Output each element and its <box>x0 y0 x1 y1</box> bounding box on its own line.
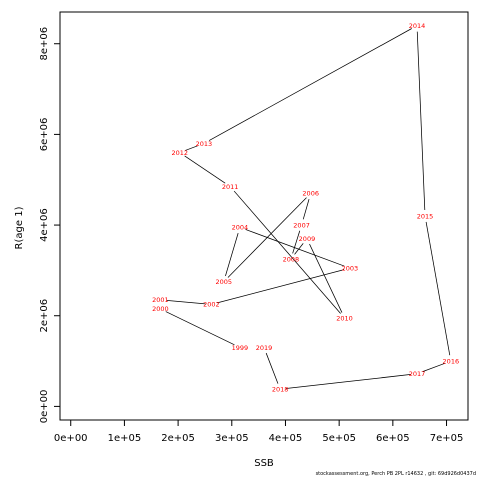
x-axis: 0e+00 1e+05 2e+05 3e+05 4e+05 5e+05 6e+05 7e+05 <box>54 419 464 444</box>
y-tick-label: 0e+00 <box>39 390 50 424</box>
path-segment <box>416 31 426 211</box>
path-segment <box>165 311 235 346</box>
path-segment <box>245 229 345 267</box>
x-axis-title: SSB <box>254 458 274 469</box>
path-segment <box>302 198 310 220</box>
point-year-label: 2016 <box>443 357 460 365</box>
path-segment <box>225 232 239 277</box>
path-segment <box>227 197 307 278</box>
path-segment <box>292 230 301 254</box>
y-tick-label: 6e+06 <box>39 118 50 152</box>
point-year-label: 2003 <box>342 264 359 272</box>
point-year-label: 2013 <box>196 140 213 148</box>
point-year-label: 2009 <box>299 235 316 243</box>
x-tick-label: 7e+05 <box>430 433 464 444</box>
x-tick-label: 4e+05 <box>269 433 303 444</box>
path-segment <box>294 243 304 255</box>
x-tick-label: 6e+05 <box>376 433 410 444</box>
point-year-label: 2007 <box>293 221 310 229</box>
point-year-label: 2006 <box>302 190 319 198</box>
path-segment <box>185 145 199 151</box>
point-year-label: 2017 <box>409 370 426 378</box>
y-tick-label: 2e+06 <box>39 299 50 333</box>
y-axis-title: R(age 1) <box>14 206 25 249</box>
y-tick-label: 4e+06 <box>39 208 50 242</box>
x-tick-label: 1e+05 <box>108 433 142 444</box>
point-year-label: 2012 <box>171 149 188 157</box>
point-year-label: 2011 <box>222 183 239 191</box>
point-year-label: 1999 <box>232 344 249 352</box>
point-year-label: 2001 <box>152 296 169 304</box>
y-tick-label: 8e+06 <box>39 27 50 61</box>
point-year-label: 2002 <box>203 301 220 309</box>
point-year-label: 2000 <box>152 305 169 313</box>
recruitment-path <box>165 28 451 389</box>
footer-note: stockassessment.org, Perch PB 2PL r14632… <box>315 471 476 477</box>
path-segment <box>184 155 226 184</box>
path-segment <box>233 190 341 314</box>
x-tick-label: 0e+00 <box>54 433 88 444</box>
path-segment <box>286 374 412 389</box>
path-segment <box>217 269 345 304</box>
point-year-label: 2018 <box>272 385 289 393</box>
path-segment <box>265 352 279 384</box>
point-year-label: 2010 <box>336 314 353 322</box>
path-segment <box>422 362 446 373</box>
point-year-label: 2004 <box>232 224 249 232</box>
x-tick-label: 3e+05 <box>215 433 249 444</box>
path-segment <box>309 243 343 313</box>
point-year-label: 2015 <box>417 212 434 220</box>
x-tick-label: 2e+05 <box>161 433 195 444</box>
point-year-label: 2008 <box>283 255 300 263</box>
point-year-label: 2014 <box>409 22 426 30</box>
path-segment <box>425 221 451 356</box>
point-year-label: 2005 <box>215 278 232 286</box>
path-segment <box>166 300 206 305</box>
point-year-label: 2019 <box>256 344 273 352</box>
path-segment <box>208 28 412 141</box>
x-tick-label: 5e+05 <box>322 433 356 444</box>
y-axis: 0e+00 2e+06 4e+06 6e+06 8e+06 <box>39 27 61 424</box>
